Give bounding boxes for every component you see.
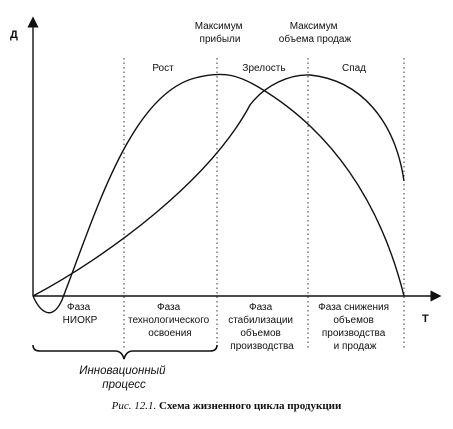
y-axis-label: Д: [10, 29, 18, 41]
phase-stabilization: Фаза стабилизации объемов производства: [228, 302, 296, 352]
stage-maturity: Зрелость: [242, 63, 285, 74]
stage-growth: Рост: [152, 63, 174, 74]
max-sales-label: Максимум объема продаж: [279, 21, 352, 45]
caption-title: Схема жизненного цикла продукции: [159, 400, 342, 412]
phase-rd: Фаза НИОКР: [63, 302, 98, 326]
caption-number: Рис. 12.1.: [111, 400, 157, 412]
life-cycle-diagram: Д T Максимум прибыли Максимум объема про…: [10, 16, 442, 391]
max-profit-label: Максимум прибыли: [195, 21, 246, 45]
stage-decline: Спад: [342, 63, 366, 74]
phase-decline: Фаза снижения объемов производства и про…: [318, 302, 392, 352]
innovation-process-label: Инновационный процесс: [79, 365, 169, 391]
innovation-brace: [32, 344, 218, 360]
phase-tech-development: Фаза технологического освоения: [128, 302, 212, 339]
figure-caption: Рис. 12.1. Схема жизненного цикла продук…: [0, 400, 453, 412]
sales-curve: [32, 74, 405, 297]
profit-curve: [32, 73, 405, 314]
x-axis-label: T: [422, 313, 429, 325]
